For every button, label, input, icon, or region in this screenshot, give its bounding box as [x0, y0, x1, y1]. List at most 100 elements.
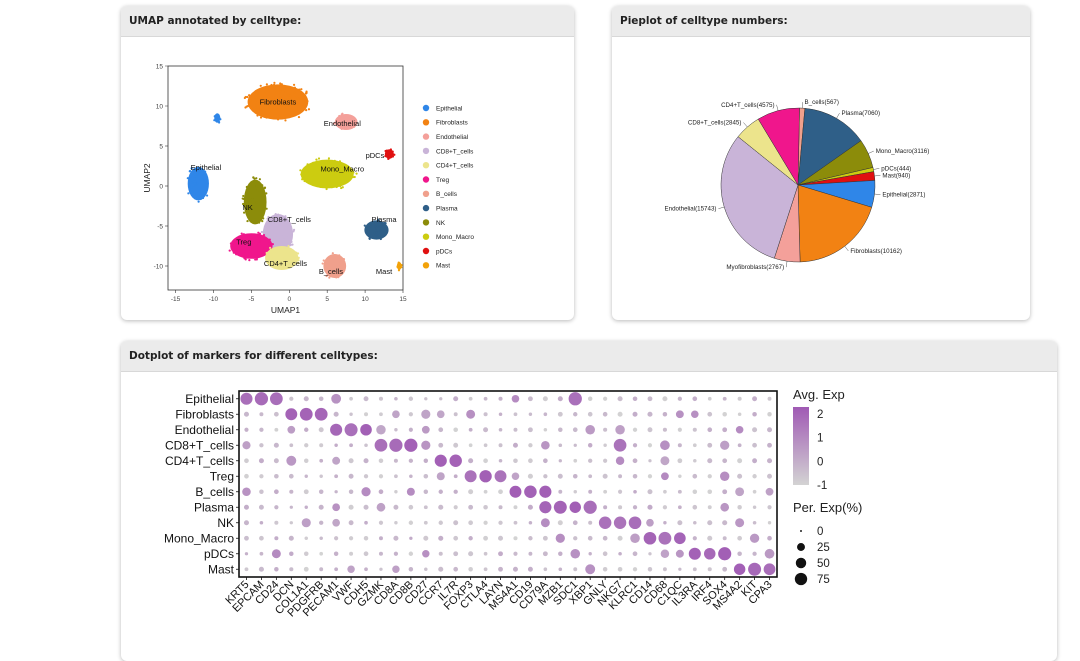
pie-chart: B_cells(567)Plasma(7060)Mono_Macro(3116)… [612, 37, 1030, 320]
umap-point-pdcs [390, 148, 392, 150]
umap-legend-label: NK [436, 220, 446, 227]
dotplot-dot [379, 397, 383, 401]
dotplot-dot [752, 443, 757, 448]
dotplot-dot [319, 475, 322, 478]
dotplot-dot [379, 458, 384, 463]
dotplot-dot [648, 567, 652, 571]
dotplot-celltype-label: Fibroblasts [175, 407, 234, 421]
dotplot-dot [539, 501, 551, 513]
umap-point-epithelial [201, 179, 203, 181]
dotplot-dot [767, 427, 772, 432]
dotplot-dot [737, 551, 742, 556]
umap-point-fibroblasts [288, 86, 290, 88]
umap-point-nk [255, 177, 257, 179]
dotplot-dot [439, 552, 443, 556]
dotplot-dot [618, 567, 623, 572]
dotplot-dot [660, 440, 670, 450]
umap-point-treg [252, 257, 254, 259]
umap-legend-label: Fibroblasts [436, 120, 469, 127]
pie-slice-label: Mast(940) [882, 172, 910, 179]
umap-point-fibroblasts [255, 97, 257, 99]
dotplot-dot [707, 412, 712, 417]
dotplot-dot [304, 551, 309, 556]
umap-point-epithelial [205, 190, 207, 192]
umap-point-b-cells [343, 258, 345, 260]
dotplot-dot [319, 537, 322, 540]
umap-point-cd4-t-cells [269, 247, 271, 249]
dotplot-dot [588, 536, 593, 541]
dotplot-dot [633, 428, 637, 432]
dotplot-dot [633, 567, 637, 571]
umap-point-pdcs [393, 154, 395, 156]
dotplot-dot [588, 474, 592, 478]
umap-point-mono-macro [307, 171, 309, 173]
umap-point-mono-macro [354, 176, 356, 178]
dotplot-dot [349, 397, 353, 401]
umap-point-cd8-t-cells [271, 233, 273, 235]
dotplot-dot [723, 397, 727, 401]
dotplot-dot [349, 505, 354, 510]
umap-point-mono-macro [314, 180, 316, 182]
dotplot-dot [513, 428, 517, 432]
umap-cluster-label: Treg [236, 237, 251, 246]
dotplot-dot [616, 457, 624, 465]
dotplot-dot [438, 536, 443, 541]
dotplot-dot [558, 567, 562, 571]
dotplot-dot [349, 413, 352, 416]
umap-point-epithelial [214, 115, 216, 117]
dotplot-dot [737, 474, 742, 479]
dotplot-dot [421, 441, 430, 450]
dotplot-dot [305, 475, 308, 478]
umap-point-epithelial [218, 117, 220, 119]
dotplot-dot [274, 567, 278, 571]
dotplot-dot [573, 567, 577, 571]
dotplot-dot [259, 443, 263, 447]
dotplot-dot [573, 459, 577, 463]
dotplot-dot [558, 412, 563, 417]
dotplot-dot [766, 488, 774, 496]
umap-point-mono-macro [326, 162, 328, 164]
umap-point-fibroblasts [248, 101, 250, 103]
dotplot-dot [559, 459, 562, 462]
umap-y-tick-label: 15 [156, 63, 164, 70]
dotplot-dot [676, 550, 684, 558]
pie-slice-label: Mono_Macro(3116) [876, 148, 930, 155]
dotplot-dot [468, 536, 472, 540]
dotplot-dot [528, 458, 533, 463]
umap-point-nk [259, 178, 261, 180]
pie-panel: Pieplot of celltype numbers: B_cells(567… [612, 6, 1030, 320]
dotplot-dot [558, 396, 563, 401]
dotplot-dot [499, 459, 503, 463]
umap-y-axis-label: UMAP2 [142, 163, 152, 193]
umap-point-plasma [375, 229, 377, 231]
dotplot-dot [570, 549, 580, 559]
umap-point-fibroblasts [254, 101, 256, 103]
dotplot-dot [663, 428, 667, 432]
dotplot-dot [289, 536, 294, 541]
umap-x-tick-label: 5 [325, 296, 329, 303]
umap-point-fibroblasts [284, 119, 286, 121]
umap-point-epithelial [195, 176, 197, 178]
umap-point-mono-macro [331, 186, 333, 188]
dotplot-dot [603, 459, 607, 463]
umap-point-epithelial [191, 181, 193, 183]
dotplot-dot [394, 397, 398, 401]
dotplot-panel: Dotplot of markers for different celltyp… [121, 341, 1057, 661]
umap-point-fibroblasts [257, 93, 259, 95]
dotplot-dot [752, 396, 757, 401]
dotplot-dot [394, 552, 398, 556]
dotplot-dot [543, 474, 547, 478]
dotplot-dot [394, 490, 397, 493]
dotplot-dot [707, 427, 712, 432]
dotplot-dot [409, 397, 413, 401]
dotplot-dot [528, 396, 533, 401]
umap-point-nk [254, 191, 256, 193]
umap-point-mono-macro [304, 167, 306, 169]
pie-slice-label: Fibroblasts(10162) [850, 248, 902, 255]
dotplot-dot [603, 412, 608, 417]
umap-point-b-cells [332, 252, 334, 254]
dotplot-dot [274, 474, 279, 479]
umap-point-nk [242, 195, 244, 197]
umap-point-mono-macro [305, 169, 307, 171]
pie-slice-label: Epithelial(2871) [882, 192, 925, 199]
